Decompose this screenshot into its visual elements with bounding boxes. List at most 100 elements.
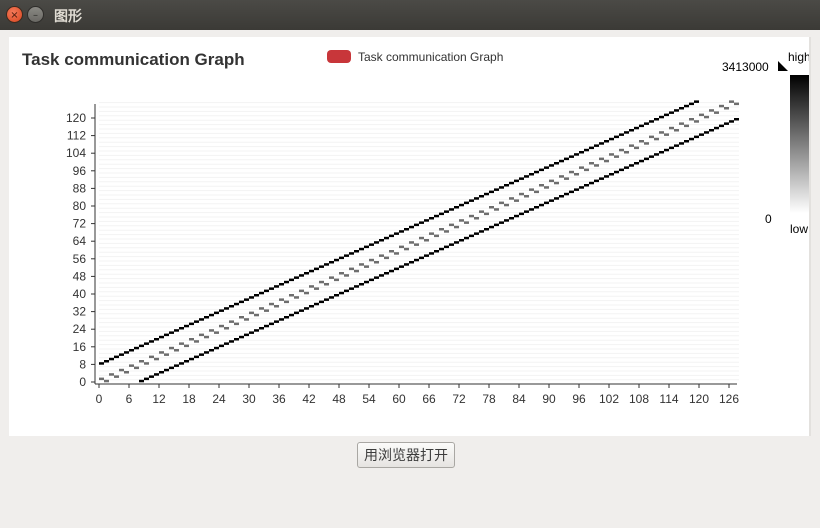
heatmap-cell — [139, 379, 144, 383]
heatmap-cell — [419, 221, 424, 224]
heatmap-cell — [224, 342, 229, 345]
heatmap-cell — [374, 276, 379, 279]
heatmap-cell — [374, 261, 379, 264]
x-tick-label: 18 — [182, 392, 196, 406]
x-tick-label: 102 — [599, 392, 619, 406]
heatmap-cell — [349, 252, 354, 255]
heatmap-cell — [209, 313, 214, 317]
heatmap-cell — [639, 124, 644, 128]
y-tick-label: 56 — [73, 252, 87, 266]
heatmap-cell — [269, 322, 274, 326]
heatmap-cell — [154, 338, 159, 341]
heatmap-cell — [474, 217, 479, 220]
heatmap-cell — [484, 212, 489, 216]
x-tick-label: 96 — [572, 392, 586, 406]
heatmap-cell — [454, 206, 459, 209]
colorbar-max-label: 3413000 — [722, 60, 769, 74]
task-communication-heatmap: Task communication Graph Task communicat… — [22, 50, 809, 406]
heatmap-cell — [164, 353, 169, 356]
heatmap-cell — [409, 225, 414, 229]
heatmap-cell — [314, 267, 319, 271]
y-tick-label: 40 — [73, 287, 87, 301]
heatmap-cell — [569, 170, 574, 174]
heatmap-cell — [364, 280, 369, 284]
heatmap-cell — [524, 195, 529, 198]
heatmap-cell — [434, 214, 439, 218]
heatmap-cell — [384, 236, 389, 240]
heatmap-cell — [734, 102, 739, 106]
heatmap-cell — [294, 296, 299, 299]
heatmap-cell — [459, 239, 464, 242]
heatmap-cell — [614, 135, 619, 139]
heatmap-cell — [229, 340, 234, 343]
heatmap-cell — [399, 230, 404, 233]
heatmap-cell — [674, 144, 679, 147]
heatmap-cell — [464, 201, 469, 205]
heatmap-cell — [214, 311, 219, 315]
heatmap-cell — [469, 234, 474, 238]
y-tick-label: 24 — [73, 322, 87, 336]
heatmap-cell — [274, 285, 279, 288]
heatmap-cell — [624, 131, 629, 134]
heatmap-cell — [169, 346, 174, 350]
close-icon[interactable]: × — [6, 6, 23, 23]
window-titlebar: × – 图形 — [0, 0, 820, 30]
heatmap-cell — [404, 247, 409, 251]
heatmap-cell — [569, 190, 574, 194]
y-tick-label: 72 — [73, 217, 87, 231]
x-tick-label: 0 — [96, 392, 103, 406]
heatmap-cell — [209, 349, 214, 352]
heatmap-cell — [649, 120, 654, 123]
heatmap-cell — [579, 151, 584, 154]
heatmap-cell — [409, 261, 414, 264]
heatmap-cell — [214, 346, 219, 350]
heatmap-cell — [179, 327, 184, 330]
heatmap-cell — [429, 232, 434, 235]
heatmap-cell — [479, 230, 484, 233]
heatmap-cell — [379, 239, 384, 242]
heatmap-cell — [499, 221, 504, 224]
heatmap-cell — [304, 291, 309, 295]
heatmap-cell — [159, 351, 164, 354]
heatmap-cell — [484, 192, 489, 196]
heatmap-cell — [579, 186, 584, 189]
heatmap-cell — [129, 364, 134, 367]
heatmap-cell — [254, 313, 259, 317]
heatmap-cell — [394, 267, 399, 271]
heatmap-cell — [609, 173, 614, 176]
heatmap-cell — [389, 234, 394, 238]
heatmap-cell — [624, 151, 629, 154]
y-tick-label: 16 — [73, 340, 87, 354]
heatmap-cell — [234, 338, 239, 341]
heatmap-cell — [334, 294, 339, 297]
heatmap-cell — [264, 324, 269, 328]
heatmap-cell — [709, 109, 714, 112]
heatmap-cell — [194, 355, 199, 359]
x-tick-label: 60 — [392, 392, 406, 406]
heatmap-cell — [674, 129, 679, 132]
minimize-icon[interactable]: – — [27, 6, 44, 23]
open-in-browser-button[interactable]: 用浏览器打开 — [357, 442, 455, 468]
heatmap-cell — [379, 274, 384, 277]
heatmap-cell — [694, 100, 699, 103]
heatmap-cell — [634, 146, 639, 150]
heatmap-cell — [204, 351, 209, 354]
heatmap-cell — [719, 124, 724, 128]
heatmap-cell — [564, 157, 569, 161]
heatmap-cell — [419, 256, 424, 260]
heatmap-cell — [294, 311, 299, 315]
heatmap-cell — [524, 175, 529, 178]
heatmap-cell — [724, 122, 729, 125]
heatmap-cell — [289, 294, 294, 297]
y-tick-label: 0 — [79, 375, 86, 389]
heatmap-cell — [519, 212, 524, 216]
heatmap-cell — [199, 318, 204, 321]
heatmap-cell — [329, 261, 334, 264]
heatmap-cell — [609, 137, 614, 141]
heatmap-cell — [469, 199, 474, 202]
heatmap-cell — [629, 144, 634, 147]
heatmap-cell — [669, 146, 674, 150]
heatmap-cell — [154, 373, 159, 376]
colorbar-low-label: low — [790, 222, 808, 236]
x-tick-label: 42 — [302, 392, 316, 406]
